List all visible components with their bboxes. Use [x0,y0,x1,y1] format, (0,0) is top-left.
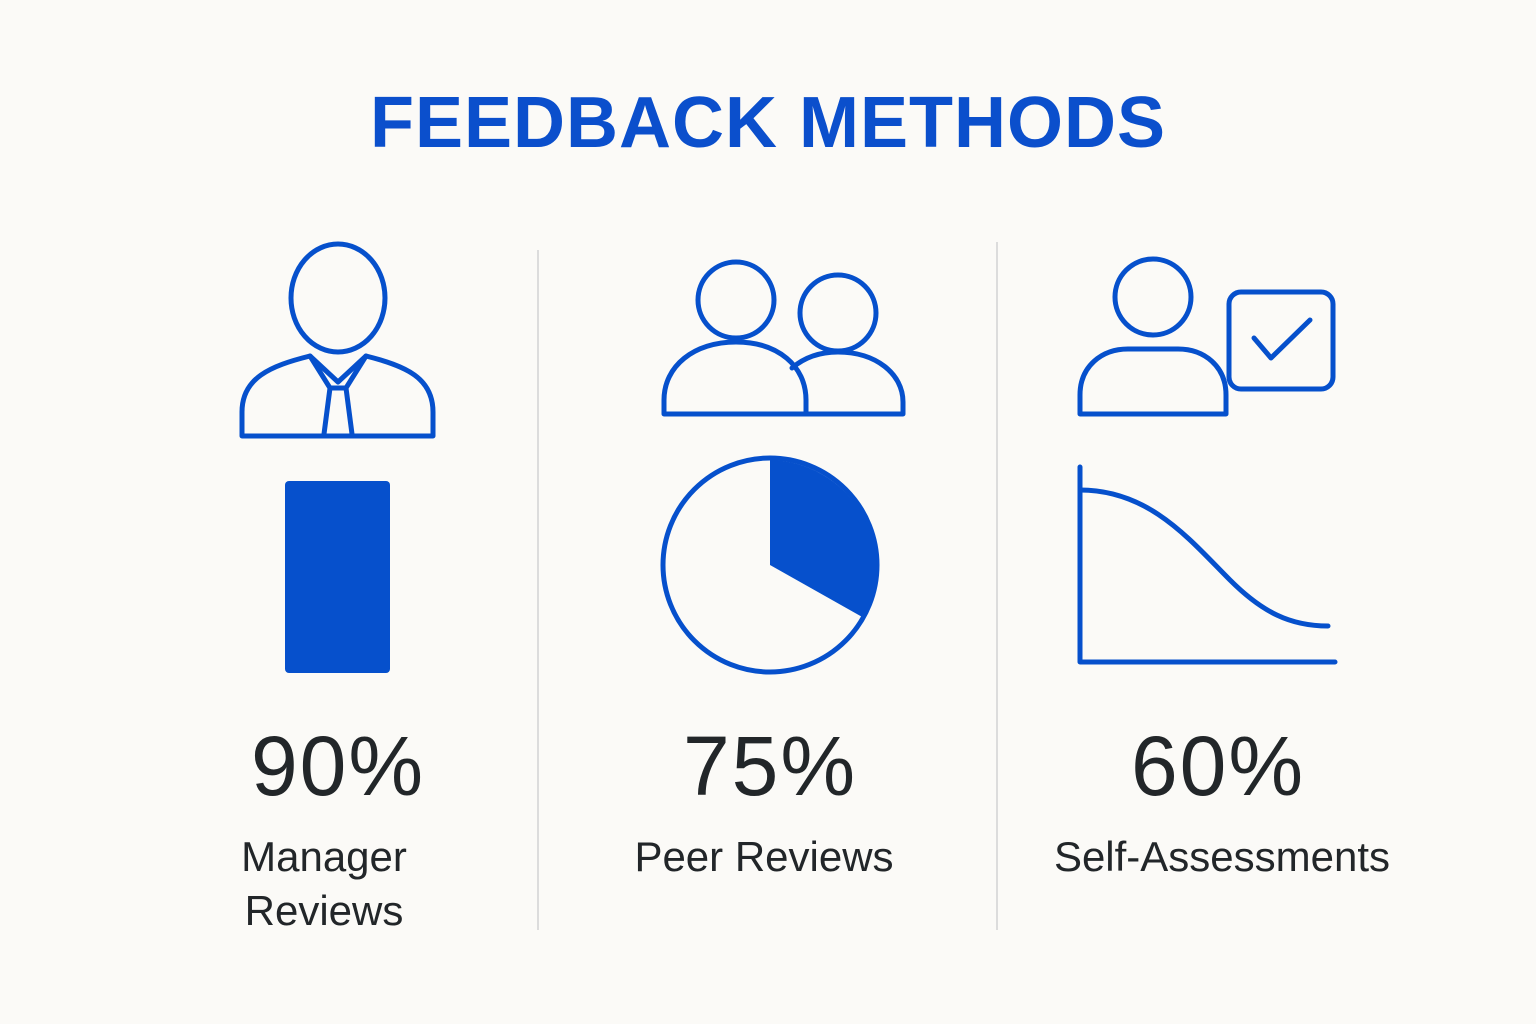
stat-value: 60% [1130,719,1306,813]
stat-value: 90% [250,719,426,813]
self-icon [1077,256,1336,417]
pie-outline [660,455,880,675]
stat-label: Self-Assessments [1053,833,1391,880]
stat-label: Manager Reviews [241,833,407,934]
pie-wedge [770,460,877,618]
stat-label: Peer Reviews [634,833,894,880]
peers-icon [661,259,906,417]
curve-graphic [1077,464,1338,665]
stat-value: 75% [682,719,858,813]
title: FEEDBACK METHODS [369,83,1166,163]
bar-graphic [285,481,390,673]
manager-icon [239,241,436,439]
